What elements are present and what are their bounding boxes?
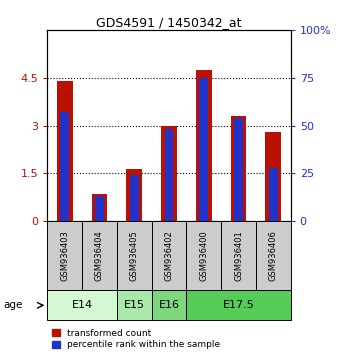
Title: GDS4591 / 1450342_at: GDS4591 / 1450342_at <box>96 16 242 29</box>
Bar <box>265 132 281 221</box>
Text: age: age <box>3 300 23 310</box>
Bar <box>221 221 256 290</box>
Bar <box>61 112 69 221</box>
Text: GSM936400: GSM936400 <box>199 230 208 281</box>
Bar <box>82 221 117 290</box>
Legend: transformed count, percentile rank within the sample: transformed count, percentile rank withi… <box>52 329 220 349</box>
Text: E15: E15 <box>124 300 145 310</box>
Text: GSM936403: GSM936403 <box>60 230 69 281</box>
Bar <box>130 175 139 221</box>
Bar <box>152 290 186 320</box>
Bar <box>47 290 117 320</box>
Bar <box>199 78 208 221</box>
Bar <box>47 221 82 290</box>
Bar <box>92 194 107 221</box>
Text: E16: E16 <box>159 300 179 310</box>
Bar <box>256 221 291 290</box>
Text: GSM936404: GSM936404 <box>95 230 104 281</box>
Text: GSM936406: GSM936406 <box>269 230 278 281</box>
Bar <box>196 70 212 221</box>
Bar <box>117 290 152 320</box>
Text: GSM936402: GSM936402 <box>165 230 173 281</box>
Bar <box>161 126 177 221</box>
Bar <box>186 221 221 290</box>
Bar <box>186 290 291 320</box>
Text: GSM936401: GSM936401 <box>234 230 243 281</box>
Bar <box>231 116 246 221</box>
Bar <box>165 130 173 221</box>
Bar <box>126 169 142 221</box>
Bar <box>57 81 73 221</box>
Text: E14: E14 <box>72 300 93 310</box>
Text: GSM936405: GSM936405 <box>130 230 139 281</box>
Text: E17.5: E17.5 <box>223 300 255 310</box>
Bar <box>269 168 277 221</box>
Bar <box>234 118 243 221</box>
Bar <box>117 221 152 290</box>
Bar <box>95 196 104 221</box>
Bar <box>152 221 186 290</box>
